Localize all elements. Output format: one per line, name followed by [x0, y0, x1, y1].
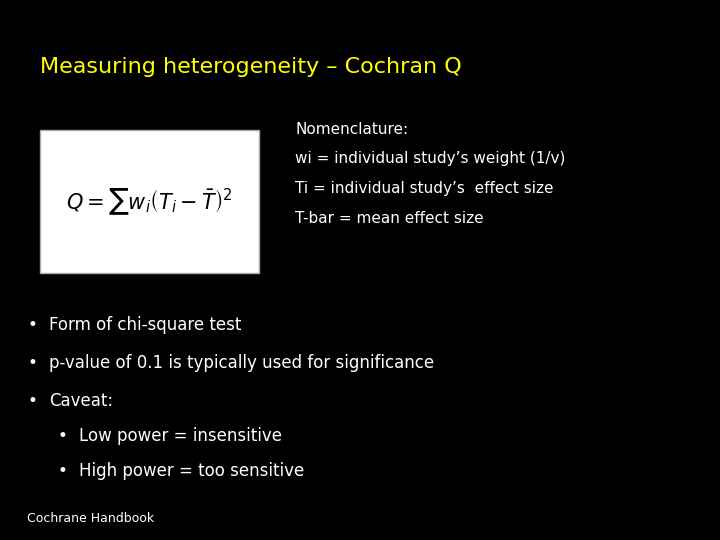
Text: •: •	[58, 462, 68, 480]
Text: $Q = \sum w_i \left(T_i - \bar{T}\right)^2$: $Q = \sum w_i \left(T_i - \bar{T}\right)…	[66, 186, 233, 217]
Text: Ti = individual study’s  effect size: Ti = individual study’s effect size	[295, 181, 554, 196]
Text: Caveat:: Caveat:	[49, 392, 113, 409]
Text: •: •	[58, 427, 68, 444]
Text: T-bar = mean effect size: T-bar = mean effect size	[295, 211, 484, 226]
Text: Cochrane Handbook: Cochrane Handbook	[27, 512, 155, 525]
Text: •: •	[27, 354, 37, 372]
Text: Nomenclature:: Nomenclature:	[295, 122, 408, 137]
FancyBboxPatch shape	[40, 130, 259, 273]
Text: Measuring heterogeneity – Cochran Q: Measuring heterogeneity – Cochran Q	[40, 57, 462, 77]
Text: •: •	[27, 316, 37, 334]
Text: Low power = insensitive: Low power = insensitive	[79, 427, 282, 444]
Text: Form of chi-square test: Form of chi-square test	[49, 316, 241, 334]
Text: wi = individual study’s weight (1/v): wi = individual study’s weight (1/v)	[295, 151, 566, 166]
Text: p-value of 0.1 is typically used for significance: p-value of 0.1 is typically used for sig…	[49, 354, 434, 372]
Text: High power = too sensitive: High power = too sensitive	[79, 462, 305, 480]
Text: •: •	[27, 392, 37, 409]
